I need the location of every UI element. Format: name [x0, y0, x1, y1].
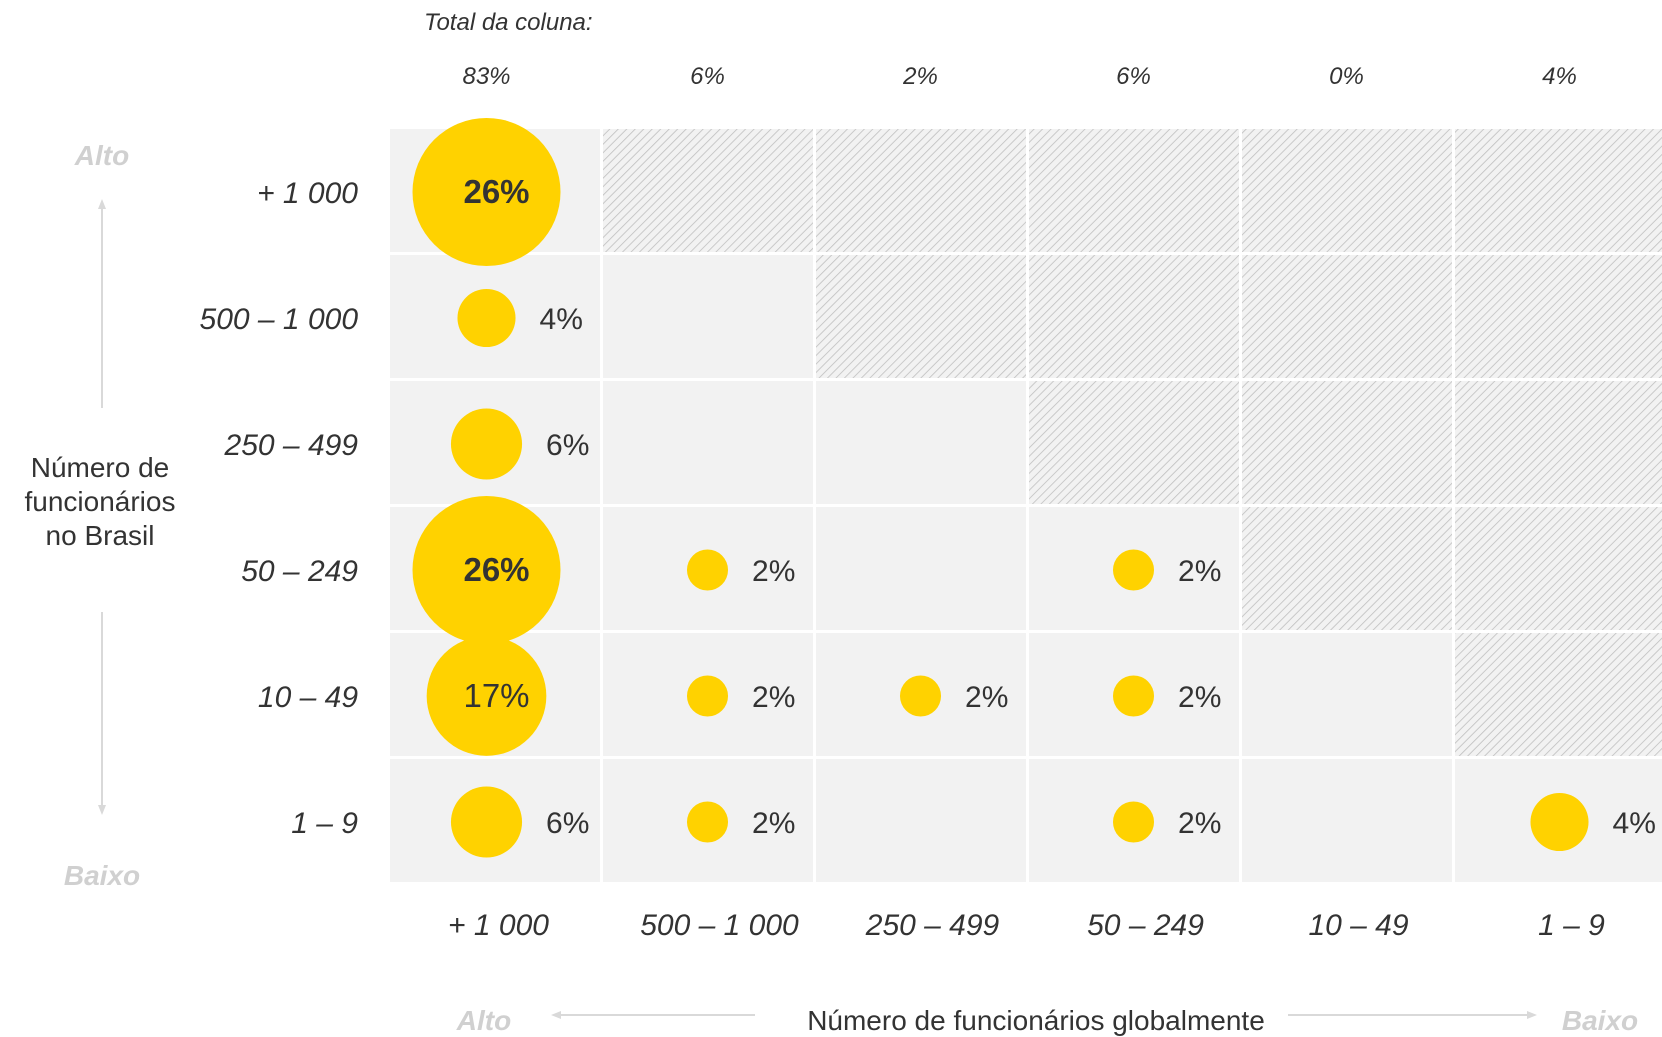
bubble-point — [426, 636, 547, 756]
matrix-cell-hatched — [816, 129, 1026, 252]
matrix-cell-hatched — [1455, 507, 1662, 630]
matrix-cell — [1242, 633, 1452, 756]
column-tick-label: 1 – 9 — [1538, 909, 1605, 942]
matrix-cell-hatched — [1242, 129, 1452, 252]
bubble-data-label: 2% — [965, 681, 1008, 714]
matrix-cell-hatched — [1455, 255, 1662, 378]
matrix-cell — [1242, 759, 1452, 882]
matrix-cell — [816, 759, 1026, 882]
bubble-data-label: 17% — [463, 677, 529, 714]
bubble-data-label: 6% — [546, 429, 589, 462]
bubble-point — [686, 675, 729, 717]
row-tick-label: 10 – 49 — [258, 681, 358, 714]
bubble-point — [686, 801, 729, 843]
column-total-value: 0% — [1329, 63, 1364, 90]
matrix-cell-hatched — [1242, 255, 1452, 378]
column-category-labels: + 1 000 500 – 1 000 250 – 499 50 – 249 10 – … — [448, 909, 1605, 942]
bubble-data-label: 2% — [1178, 681, 1221, 714]
matrix-cell — [603, 381, 813, 504]
column-total-value: 83% — [462, 63, 510, 90]
row-tick-label: 500 – 1 000 — [200, 303, 359, 336]
matrix-cell-hatched — [1455, 633, 1662, 756]
matrix-cell-hatched — [1029, 129, 1239, 252]
row-tick-label: + 1 000 — [257, 177, 358, 210]
bubble-point — [412, 118, 561, 266]
row-tick-label: 1 – 9 — [291, 807, 358, 840]
bubble-data-label: 26% — [463, 173, 529, 210]
bubble-point — [412, 496, 561, 644]
matrix-cell-hatched — [1455, 381, 1662, 504]
bubble-data-label: 6% — [546, 807, 589, 840]
bubble-data-label: 26% — [463, 551, 529, 588]
y-high-label: Alto — [74, 140, 129, 171]
row-category-labels: + 1 000 500 – 1 000 250 – 499 50 – 249 10 – … — [200, 177, 359, 840]
matrix-cell-hatched — [1242, 381, 1452, 504]
bubble-point — [1112, 675, 1155, 717]
matrix-cell — [603, 255, 813, 378]
column-totals: 83% 6% 2% 6% 0% 4% — [462, 63, 1576, 90]
column-tick-label: 10 – 49 — [1308, 909, 1408, 942]
bubble-point — [1112, 549, 1155, 591]
column-total-value: 6% — [690, 63, 725, 90]
matrix-cell-hatched — [603, 129, 813, 252]
column-tick-label: 250 – 499 — [865, 909, 1000, 942]
matrix-cell — [816, 507, 1026, 630]
column-tick-label: + 1 000 — [448, 909, 549, 942]
matrix-grid — [390, 129, 1662, 882]
matrix-cell-hatched — [1029, 381, 1239, 504]
matrix-cell-hatched — [1029, 255, 1239, 378]
bubble-data-label: 2% — [752, 807, 795, 840]
bubble-point — [1530, 792, 1589, 852]
matrix-cell-hatched — [1455, 129, 1662, 252]
row-tick-label: 50 – 249 — [241, 555, 358, 588]
column-total-value: 6% — [1116, 63, 1151, 90]
bubble-data-label: 2% — [1178, 807, 1221, 840]
bubble-data-label: 4% — [540, 303, 583, 336]
bubble-point — [450, 408, 523, 480]
column-tick-label: 500 – 1 000 — [640, 909, 799, 942]
column-total-label: Total da coluna: — [424, 9, 593, 36]
bubble-point — [450, 786, 523, 858]
bubble-data-label: 2% — [752, 555, 795, 588]
row-tick-label: 250 – 499 — [224, 429, 359, 462]
matrix-cell-hatched — [1242, 507, 1452, 630]
matrix-cell — [816, 381, 1026, 504]
y-axis-label: Número de funcionários no Brasil — [25, 452, 176, 551]
bubble-data-label: 2% — [752, 681, 795, 714]
bubble-point — [686, 549, 729, 591]
column-total-value: 4% — [1542, 63, 1577, 90]
x-low-label: Baixo — [1562, 1005, 1638, 1036]
matrix-cell-hatched — [816, 255, 1026, 378]
bubble-data-label: 2% — [1178, 555, 1221, 588]
column-tick-label: 50 – 249 — [1087, 909, 1204, 942]
bubble-data-label: 4% — [1613, 807, 1656, 840]
bubble-point — [1112, 801, 1155, 843]
x-high-label: Alto — [456, 1005, 511, 1036]
bubble-point — [457, 288, 516, 348]
column-total-value: 2% — [902, 63, 938, 90]
bubble-point — [899, 675, 942, 717]
x-axis-label: Número de funcionários globalmente — [807, 1005, 1265, 1036]
bubble-layer: 26% 4% 6% 26% 2% 2% 17% 2% 2% 2% 6% 2% 2% 4% — [412, 118, 1656, 858]
y-low-label: Baixo — [64, 860, 140, 891]
